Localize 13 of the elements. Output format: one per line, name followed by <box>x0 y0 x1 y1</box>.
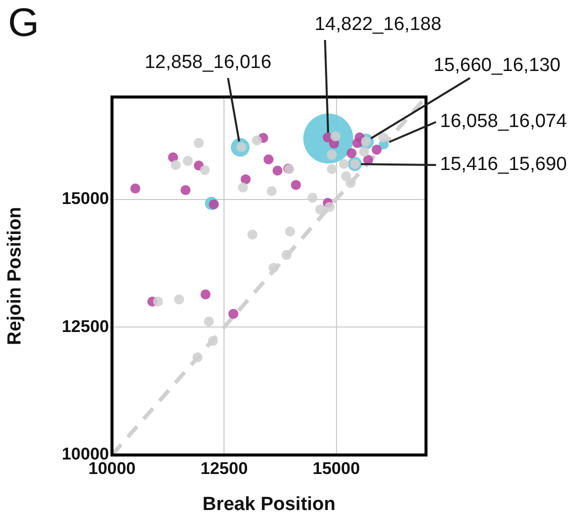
text: G <box>8 1 40 45</box>
annotation: 15,660_16,130 <box>434 55 560 76</box>
y-axis-title: Rejoin Position <box>4 206 26 346</box>
annotation: 12,858_16,016 <box>144 52 272 74</box>
annotation: 16,058_16,074 <box>440 111 568 132</box>
annotation: 14,822_16,188 <box>314 14 442 36</box>
x-axis-title: Break Position <box>202 494 336 515</box>
y-tick-label: 12500 <box>62 316 109 336</box>
y-tick-label: 15000 <box>62 188 109 208</box>
x-tick-label: 10000 <box>88 458 136 478</box>
x-tick-label: 12500 <box>200 458 248 478</box>
annotation: 15,416_15,690 <box>440 154 567 176</box>
x-tick-label: 15000 <box>312 458 360 478</box>
